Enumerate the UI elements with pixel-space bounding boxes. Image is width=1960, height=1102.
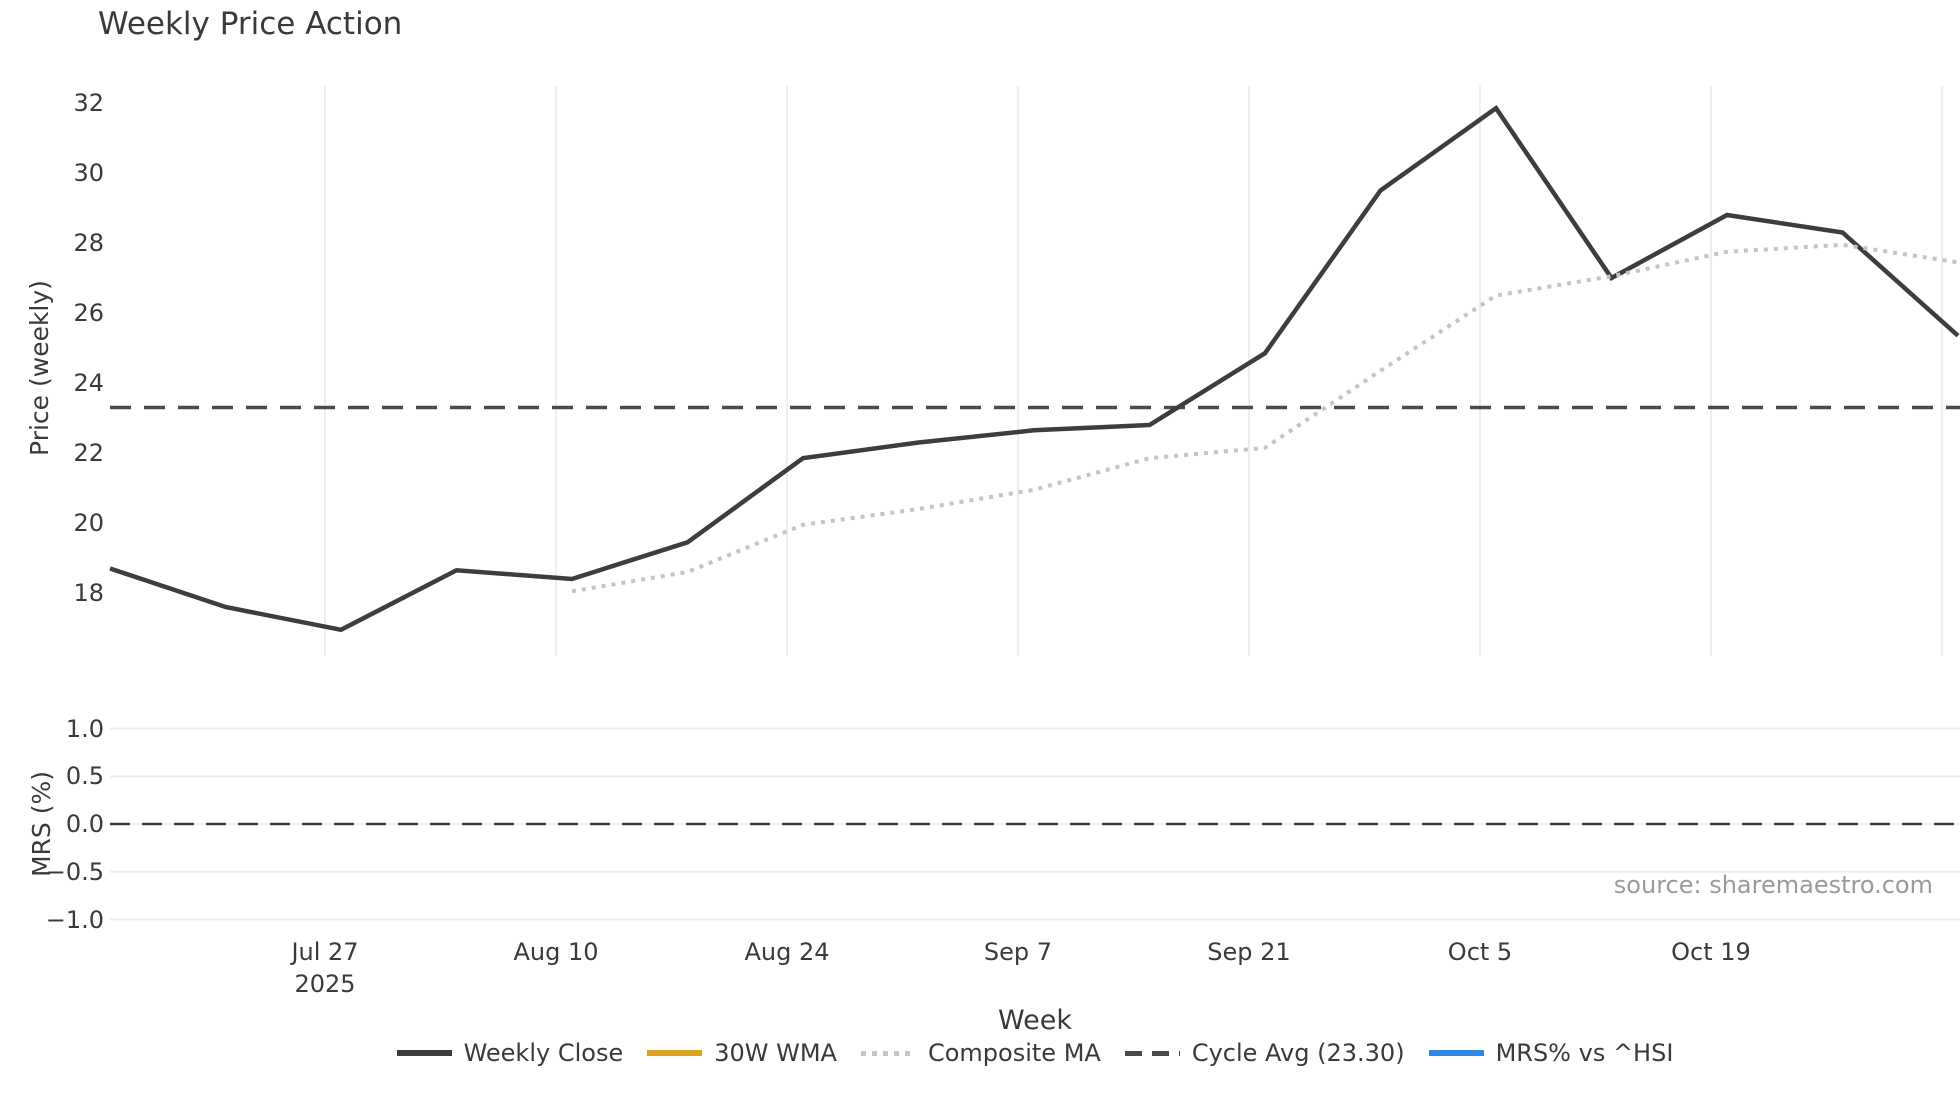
xtick-sep-21: Sep 21 [1164,936,1334,968]
composite-ma-swatch-icon [860,1050,916,1056]
xtick-oct-5: Oct 5 [1395,936,1565,968]
chart-legend: Weekly Close 30W WMA Composite MA Cycle Avg… [110,1036,1960,1070]
mrs-ytick-0-5: −0.5 [45,857,104,886]
xtick-date: Sep 21 [1207,938,1291,966]
xtick-date: Oct 19 [1671,938,1751,966]
xtick-oct-19: Oct 19 [1626,936,1796,968]
xtick-date: Aug 24 [744,938,830,966]
weekly-close-swatch-icon [396,1050,452,1056]
30w-wma-swatch-icon [647,1050,703,1056]
mrs-ytick-1-0: −1.0 [45,905,104,934]
price-ytick-18: 18 [73,579,104,607]
legend-item-cycle-avg-23-30: Cycle Avg (23.30) [1124,1039,1405,1067]
xtick-date: Aug 10 [513,938,599,966]
x-axis-label: Week [998,1005,1072,1036]
xtick-date: Oct 5 [1447,938,1513,966]
mrs-ytick-0-0: 0.0 [65,810,104,838]
legend-item-weekly-close: Weekly Close [396,1039,624,1067]
xtick-year: 2025 [294,970,356,998]
price-ytick-28: 28 [73,229,104,257]
legend-label: Weekly Close [463,1039,624,1067]
xtick-aug-10: Aug 10 [471,936,641,968]
cycle-avg-23-30-swatch-icon [1124,1050,1180,1056]
legend-label: Composite MA [927,1039,1101,1067]
xtick-date: Sep 7 [983,938,1053,966]
xtick-date: Jul 27 [291,938,359,966]
legend-label: 30W WMA [714,1039,837,1067]
price-ytick-24: 24 [73,369,104,397]
price-ytick-26: 26 [73,299,104,327]
weekly-close-line [109,105,1960,633]
legend-item-30w-wma: 30W WMA [647,1039,837,1067]
chart-title: Weekly Price Action [98,6,403,42]
source-note: source: sharemaestro.com [1613,871,1933,899]
legend-item-mrs-vs-hsi: MRS% vs ^HSI [1428,1039,1674,1067]
price-ytick-32: 32 [73,89,104,117]
price-ytick-22: 22 [73,439,104,467]
price-ytick-20: 20 [73,509,104,537]
legend-item-composite-ma: Composite MA [860,1039,1101,1067]
mrs-ytick-0-5: 0.5 [65,762,104,791]
composite-ma-line [571,242,1959,594]
xtick-jul-27: Jul 27 2025 [240,936,410,1000]
price-ytick-30: 30 [73,159,104,187]
legend-label: MRS% vs ^HSI [1495,1039,1674,1067]
legend-label: Cycle Avg (23.30) [1191,1039,1405,1067]
mrs-vs-hsi-swatch-icon [1428,1050,1484,1056]
xtick-sep-7: Sep 7 [933,936,1103,968]
mrs-ytick-1-0: 1.0 [65,714,104,743]
xtick-aug-24: Aug 24 [702,936,872,968]
